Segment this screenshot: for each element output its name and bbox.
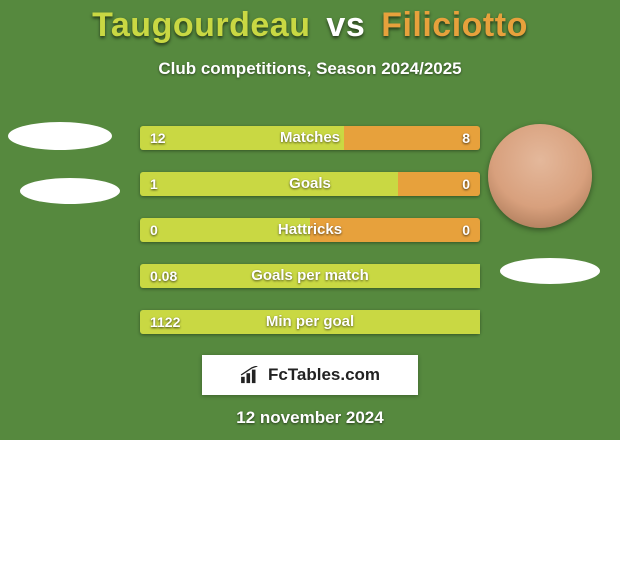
bar-label: Matches: [140, 126, 480, 150]
stat-row: Hattricks0 0: [140, 218, 480, 242]
avatar-player1: [8, 122, 112, 150]
bar-label: Goals per match: [140, 264, 480, 288]
bar-value-left: 0: [150, 218, 158, 242]
page-title: Taugourdeau vs Filiciotto: [0, 0, 620, 45]
stat-row: Matches12 8: [140, 126, 480, 150]
brand-text: FcTables.com: [268, 365, 380, 385]
stat-row: Goals per match0.08: [140, 264, 480, 288]
title-player2: Filiciotto: [381, 6, 528, 44]
avatar-player2: [488, 124, 592, 228]
badge-player1: [20, 178, 120, 204]
badge-player2: [500, 258, 600, 284]
subtitle: Club competitions, Season 2024/2025: [0, 59, 620, 79]
stat-bars: Matches128Goals10Hattricks00Goals per ma…: [140, 126, 480, 356]
stat-row: Min per goal1122: [140, 310, 480, 334]
bar-label: Hattricks: [140, 218, 480, 242]
bottom-whitespace: [0, 440, 620, 580]
title-player1: Taugourdeau: [92, 6, 310, 44]
title-vs: vs: [326, 6, 365, 44]
comparison-card: Taugourdeau vs Filiciotto Club competiti…: [0, 0, 620, 580]
date-text: 12 november 2024: [0, 408, 620, 428]
bar-value-right: 8: [462, 126, 470, 150]
brand-box: FcTables.com: [202, 355, 418, 395]
bar-label: Min per goal: [140, 310, 480, 334]
bar-label: Goals: [140, 172, 480, 196]
stat-row: Goals1 0: [140, 172, 480, 196]
bar-value-left: 12: [150, 126, 166, 150]
bar-value-left: 1122: [150, 310, 180, 334]
bar-value-right: 0: [462, 172, 470, 196]
bar-value-left: 0.08: [150, 264, 177, 288]
bar-chart-icon: [240, 366, 262, 384]
bar-value-left: 1: [150, 172, 158, 196]
bar-value-right: 0: [462, 218, 470, 242]
